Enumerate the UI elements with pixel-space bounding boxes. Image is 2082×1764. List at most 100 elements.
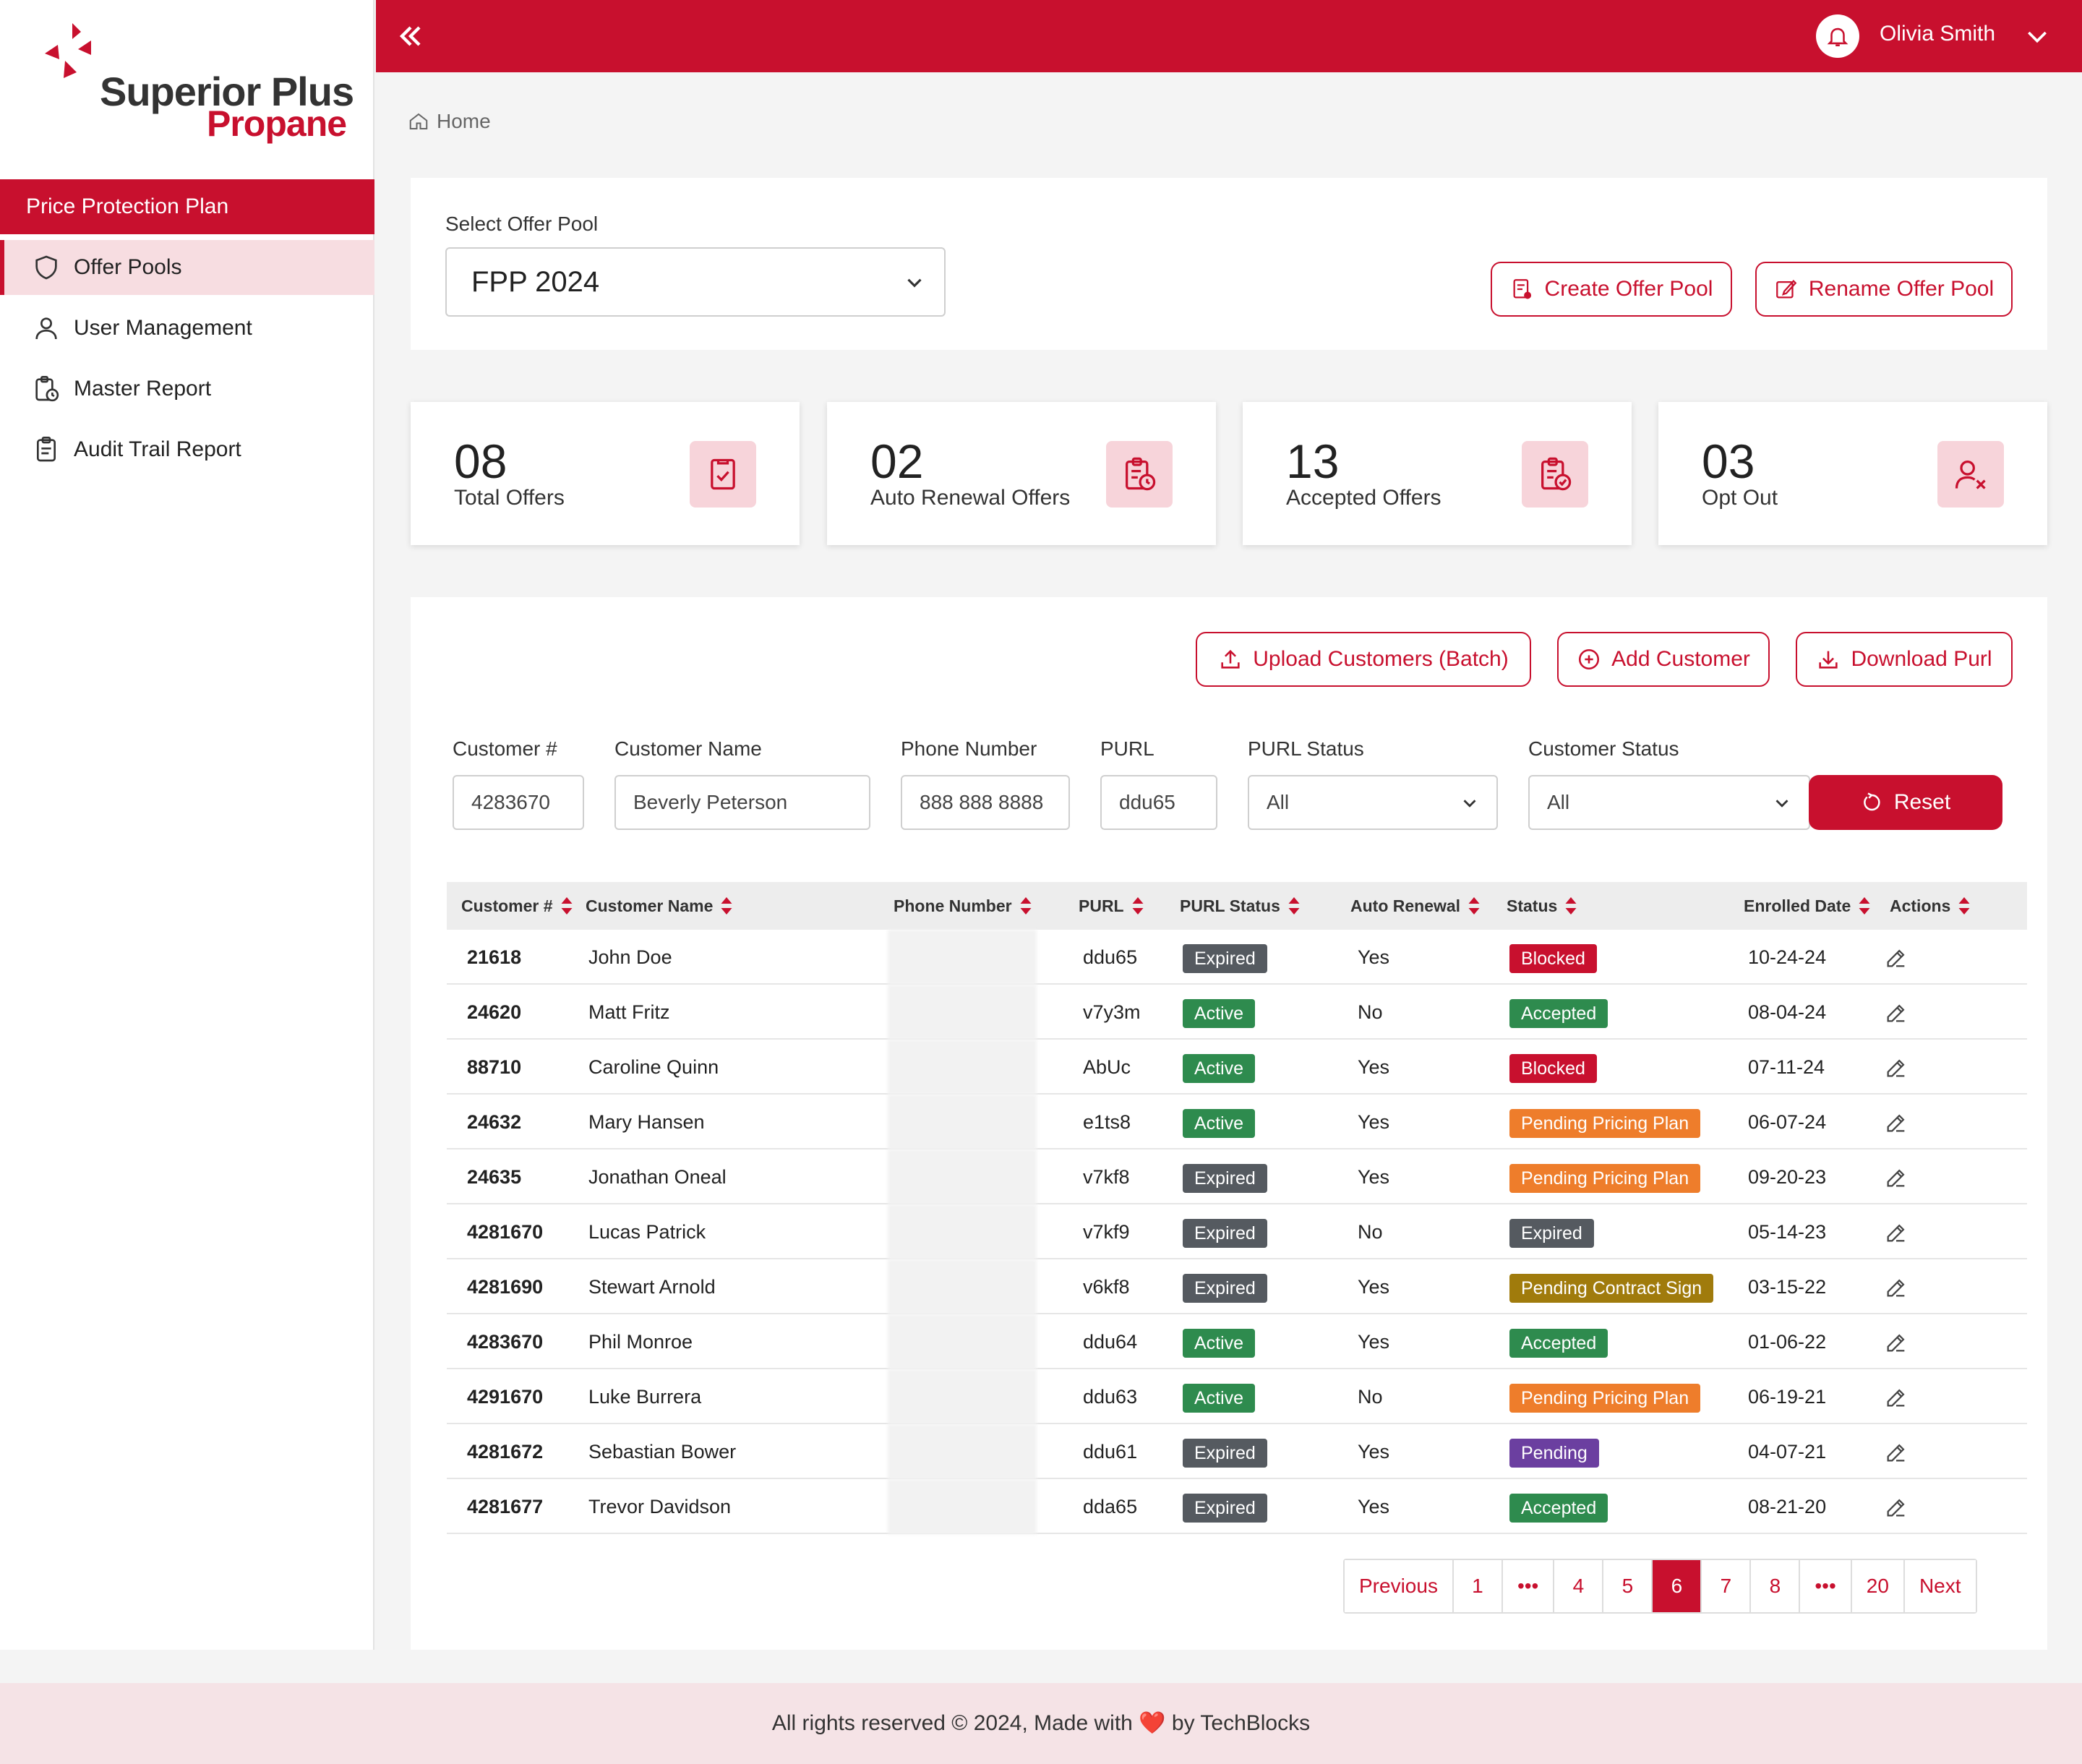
column-header-customer-name[interactable]: Customer Name <box>586 882 733 930</box>
filter-customer-num-input[interactable]: 4283670 <box>453 775 584 830</box>
pagination: Previous 1 ••• 4 5 6 7 8 ••• 20 Next <box>1343 1559 1977 1614</box>
column-header-actions[interactable]: Actions <box>1890 882 1971 930</box>
clipboard-icon <box>37 437 56 462</box>
cell-purl: ddu64 <box>1083 1331 1138 1353</box>
edit-icon[interactable] <box>1884 1275 1908 1300</box>
edit-icon[interactable] <box>1884 1165 1908 1190</box>
filter-purl-status-select[interactable]: All <box>1248 775 1498 830</box>
filter-purl-input[interactable]: ddu65 <box>1100 775 1217 830</box>
add-customer-button[interactable]: Add Customer <box>1557 632 1770 687</box>
pagination-ellipsis[interactable]: ••• <box>1800 1560 1852 1612</box>
pagination-page[interactable]: 1 <box>1453 1560 1503 1612</box>
pagination-page[interactable]: 7 <box>1702 1560 1752 1612</box>
column-header-status[interactable]: Status <box>1507 882 1577 930</box>
column-header-auto-renewal[interactable]: Auto Renewal <box>1350 882 1481 930</box>
sidebar-item-master-report[interactable]: Master Report <box>0 361 374 416</box>
cell-status: Pending Pricing Plan <box>1509 1095 1701 1149</box>
table-header: Customer # Customer Name Phone Number PU… <box>447 882 2027 930</box>
chevron-down-icon[interactable] <box>2023 22 2052 51</box>
cell-purl-status: Active <box>1183 1314 1256 1369</box>
cell-purl: AbUc <box>1083 1056 1131 1078</box>
bell-icon <box>1827 27 1848 47</box>
cell-phone-redacted <box>888 1095 1037 1149</box>
column-header-purl[interactable]: PURL <box>1079 882 1144 930</box>
sidebar-section-title: Price Protection Plan <box>0 179 374 234</box>
sidebar-item-offer-pools[interactable]: Offer Pools <box>0 240 374 295</box>
table-row: 4281690 Stewart Arnold v6kf8 Expired Yes Pend… <box>447 1259 2027 1314</box>
edit-icon[interactable] <box>1884 946 1908 970</box>
shield-icon <box>35 255 57 280</box>
table-row: 4281672 Sebastian Bower ddu61 Expired Yes Pen… <box>447 1424 2027 1479</box>
pagination-page[interactable]: 8 <box>1751 1560 1801 1612</box>
edit-icon[interactable] <box>1884 1440 1908 1465</box>
column-header-purl-status[interactable]: PURL Status <box>1180 882 1301 930</box>
clipboard-clock-icon <box>1106 441 1173 508</box>
cell-customer-num: 4283670 <box>467 1331 544 1353</box>
stat-value: 13 <box>1286 434 1340 488</box>
sidebar-item-user-management[interactable]: User Management <box>0 301 374 356</box>
offer-pool-card: Select Offer Pool FPP 2024 Create Offer … <box>411 178 2047 350</box>
filter-customer-name-input[interactable]: Beverly Peterson <box>614 775 870 830</box>
footer-credit: by TechBlocks <box>1171 1711 1311 1735</box>
cell-customer-name: Jonathan Oneal <box>588 1166 727 1188</box>
pagination-next[interactable]: Next <box>1904 1560 1976 1612</box>
notification-button[interactable] <box>1816 14 1859 58</box>
edit-icon[interactable] <box>1884 1001 1908 1025</box>
edit-icon[interactable] <box>1884 1385 1908 1410</box>
sort-icon <box>1020 897 1032 915</box>
upload-icon <box>1221 649 1240 669</box>
table-row: 4291670 Luke Burrera ddu63 Active No Pending … <box>447 1369 2027 1424</box>
column-header-phone[interactable]: Phone Number <box>894 882 1032 930</box>
stat-value: 03 <box>1702 434 1755 488</box>
cell-purl-status: Active <box>1183 1095 1256 1149</box>
pagination-page[interactable]: 4 <box>1554 1560 1604 1612</box>
stat-label: Opt Out <box>1702 486 1778 510</box>
chevron-down-icon <box>1463 800 1476 808</box>
cell-auto-renewal: Yes <box>1358 1496 1390 1517</box>
cell-phone-redacted <box>888 1259 1037 1314</box>
pagination-page[interactable]: 5 <box>1603 1560 1653 1612</box>
user-name[interactable]: Olivia Smith <box>1880 22 1996 46</box>
reset-button[interactable]: Reset <box>1809 775 2002 830</box>
status-badge: Blocked <box>1509 943 1597 973</box>
breadcrumb-home[interactable]: Home <box>437 110 491 132</box>
column-header-enrolled-date[interactable]: Enrolled Date <box>1744 882 1871 930</box>
stat-label: Auto Renewal Offers <box>870 486 1071 510</box>
sidebar-item-audit-trail-report[interactable]: Audit Trail Report <box>0 422 374 477</box>
edit-icon[interactable] <box>1884 1220 1908 1245</box>
column-header-label: PURL Status <box>1180 896 1280 915</box>
table-row: 24632 Mary Hansen e1ts8 Active Yes Pending Pr… <box>447 1095 2027 1149</box>
pagination-ellipsis[interactable]: ••• <box>1502 1560 1555 1612</box>
edit-icon[interactable] <box>1884 1495 1908 1520</box>
filter-phone-input[interactable]: 888 888 8888 <box>901 775 1070 830</box>
cell-auto-renewal: Yes <box>1358 1166 1390 1188</box>
collapse-sidebar-icon[interactable] <box>393 19 428 53</box>
offer-pool-select[interactable]: FPP 2024 <box>445 247 946 317</box>
edit-icon[interactable] <box>1884 1056 1908 1080</box>
sidebar-item-label: Master Report <box>74 377 212 401</box>
cell-phone-redacted <box>888 1149 1037 1204</box>
clipboard-check-icon <box>1522 441 1588 508</box>
rename-offer-pool-button[interactable]: Rename Offer Pool <box>1755 262 2013 317</box>
filter-customer-status-select[interactable]: All <box>1528 775 1810 830</box>
filter-customer-num-label: Customer # <box>453 737 557 760</box>
cell-phone-redacted <box>888 1314 1037 1369</box>
sort-icon <box>1859 897 1870 915</box>
column-header-label: Status <box>1507 896 1558 915</box>
pagination-page[interactable]: 6 <box>1653 1560 1702 1612</box>
pagination-page[interactable]: 20 <box>1851 1560 1905 1612</box>
cell-customer-num: 21618 <box>467 946 522 968</box>
edit-icon[interactable] <box>1884 1110 1908 1135</box>
download-purl-button[interactable]: Download Purl <box>1796 632 2013 687</box>
create-offer-pool-button[interactable]: Create Offer Pool <box>1491 262 1732 317</box>
stat-card-total-offers: 08 Total Offers <box>411 402 800 545</box>
cell-status: Accepted <box>1509 1479 1608 1534</box>
status-badge: Pending Pricing Plan <box>1509 1383 1701 1413</box>
stat-card-auto-renewal: 02 Auto Renewal Offers <box>827 402 1216 545</box>
column-header-customer-num[interactable]: Customer # <box>461 882 573 930</box>
pagination-previous[interactable]: Previous <box>1345 1560 1454 1612</box>
upload-customers-button[interactable]: Upload Customers (Batch) <box>1196 632 1531 687</box>
edit-icon[interactable] <box>1884 1330 1908 1355</box>
cell-auto-renewal: Yes <box>1358 946 1390 968</box>
brand-logo[interactable]: Superior Plus Propane <box>43 22 354 145</box>
